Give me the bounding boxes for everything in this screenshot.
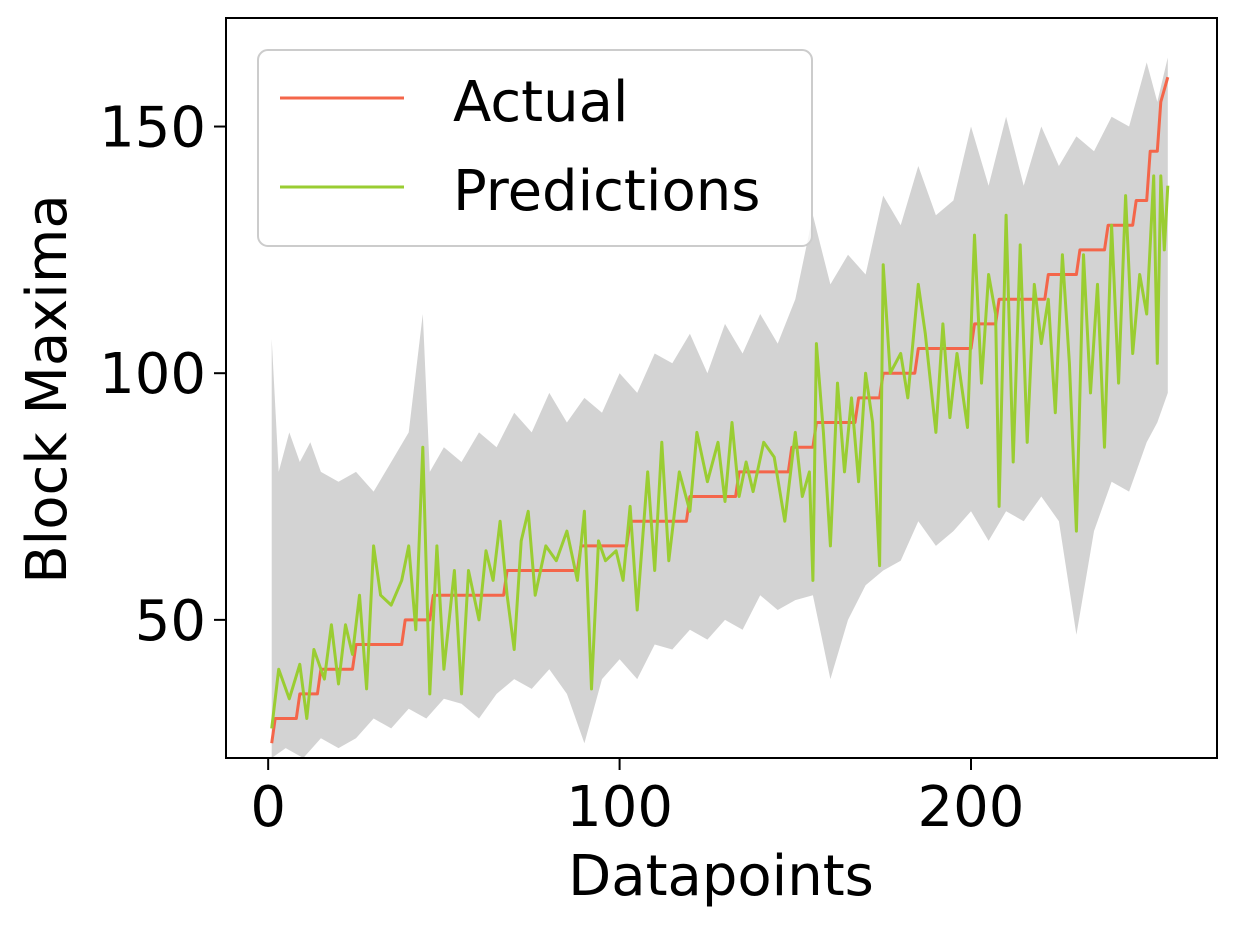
series-line-predictions: [270, 174, 1170, 729]
plot-frame: [225, 17, 1218, 759]
y-tick-label: 150: [99, 96, 206, 161]
y-tick-label: 50: [135, 589, 206, 654]
legend-label-actual: Actual: [453, 70, 628, 135]
axis-ticks: 0 100 200 50 100 150: [99, 96, 1024, 840]
series-line-actual: [270, 76, 1170, 744]
y-tick-label: 100: [99, 342, 206, 407]
legend: Actual Predictions: [257, 49, 813, 247]
x-axis-label: Datapoints: [568, 844, 874, 909]
x-tick-label: 100: [566, 775, 673, 840]
x-tick-label: 200: [918, 775, 1025, 840]
series-lines: [270, 76, 1170, 744]
legend-label-predictions: Predictions: [453, 159, 760, 224]
x-tick-label: 0: [250, 775, 286, 840]
uncertainty-band-area: [271, 57, 1168, 758]
y-axis-label: Block Maxima: [15, 194, 80, 583]
axes-frame: [225, 17, 1218, 759]
uncertainty-band: [271, 57, 1168, 758]
